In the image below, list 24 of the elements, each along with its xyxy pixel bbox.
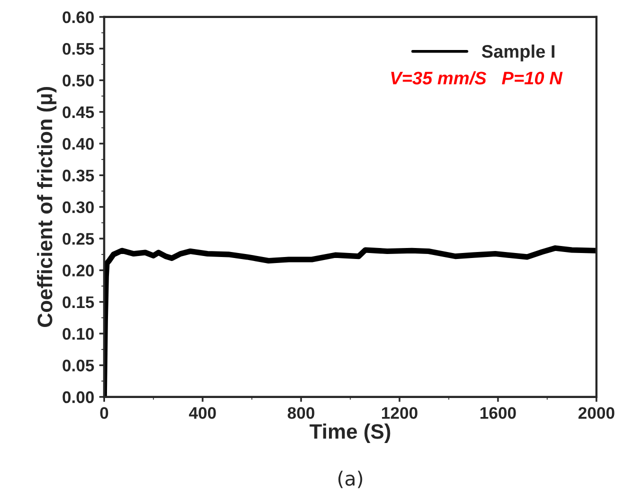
x-tick-label: 1600 bbox=[480, 407, 516, 419]
y-axis-title: Coefficient of friction (μ) bbox=[37, 87, 56, 327]
y-tick-label: 0.20 bbox=[62, 264, 94, 276]
y-tick-label: 0.05 bbox=[62, 360, 94, 372]
y-tick-label: 0.55 bbox=[62, 43, 94, 55]
y-tick-label: 0.50 bbox=[62, 74, 94, 86]
legend-label: Sample I bbox=[482, 44, 554, 62]
text: (a) bbox=[338, 470, 362, 488]
y-tick-label: 0.40 bbox=[62, 138, 94, 150]
x-tick-label: 800 bbox=[288, 407, 314, 419]
y-tick-label: 0.10 bbox=[62, 328, 94, 340]
x-tick-label: 1200 bbox=[382, 407, 418, 419]
annotation: V=35 mm/S P=10 N bbox=[391, 71, 563, 85]
x-tick-label: 400 bbox=[188, 407, 216, 419]
x-tick-label: 0 bbox=[100, 407, 108, 419]
y-tick-label: 0.45 bbox=[62, 106, 94, 118]
y-tick-label: 0.30 bbox=[62, 201, 94, 214]
y-tick-label: 0.00 bbox=[62, 391, 94, 404]
y-tick-label: 0.25 bbox=[62, 232, 94, 245]
y-tick-label: 0.35 bbox=[62, 170, 94, 182]
y-tick-label: 0.60 bbox=[62, 11, 94, 24]
x-axis-title: Time (S) bbox=[310, 424, 390, 443]
y-tick-label: 0.15 bbox=[62, 296, 94, 308]
x-tick-label: 2000 bbox=[578, 407, 614, 419]
